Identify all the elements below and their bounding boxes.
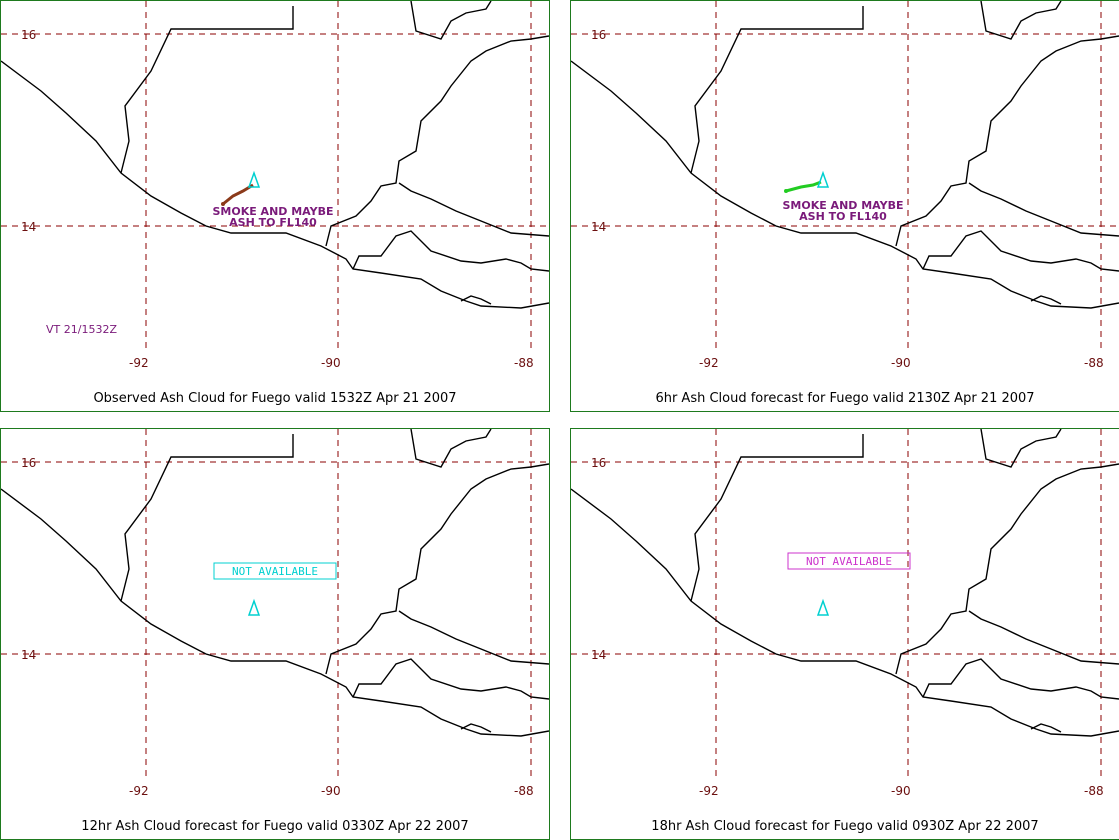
volcano-triangle-icon [816, 598, 830, 616]
lon-label-90: -90 [891, 784, 911, 798]
map-panel-12hr: 16 14 -92 -90 -88 NOT AVAILABLE 12hr Ash… [0, 428, 550, 840]
volcano-triangle-icon [247, 170, 261, 188]
panel-caption: 6hr Ash Cloud forecast for Fuego valid 2… [655, 391, 1035, 406]
ash-plume [784, 180, 822, 193]
lat-label-16: 16 [21, 456, 36, 470]
lon-label-88: -88 [1084, 356, 1104, 370]
lat-label-16: 16 [591, 28, 606, 42]
annotation-line-1: SMOKE AND MAYBE [782, 199, 903, 212]
lat-label-14: 14 [21, 648, 36, 662]
map-panel-6hr: 16 14 -92 -90 -88 SMOKE AND MAYBE ASH TO… [570, 0, 1119, 412]
lon-label-92: -92 [699, 784, 719, 798]
annotation-line-1: SMOKE AND MAYBE [212, 205, 333, 218]
coastline-borders [1, 1, 549, 309]
lon-label-90: -90 [321, 784, 341, 798]
lat-label-16: 16 [21, 28, 36, 42]
panel-caption: Observed Ash Cloud for Fuego valid 1532Z… [93, 391, 457, 406]
map-canvas: 16 14 -92 -90 -88 NOT AVAILABLE [1, 429, 549, 798]
annotation-line-2: ASH TO FL140 [799, 210, 887, 223]
not-available-box [213, 562, 337, 580]
lon-label-92: -92 [129, 784, 149, 798]
ash-plume [221, 183, 254, 206]
lat-label-14: 14 [21, 220, 36, 234]
map-canvas: 16 14 -92 -90 -88 SMOKE AND MAYBE ASH TO… [571, 1, 1119, 370]
map-canvas: 16 14 -92 -90 -88 SMOKE AND MAYBE ASH TO… [1, 1, 549, 370]
lon-label-92: -92 [699, 356, 719, 370]
coastline-borders [571, 429, 1119, 737]
map-panel-18hr: 16 14 -92 -90 -88 NOT AVAILABLE 18hr Ash… [570, 428, 1119, 840]
lon-label-88: -88 [1084, 784, 1104, 798]
lat-label-14: 14 [591, 648, 606, 662]
not-available-label: NOT AVAILABLE [806, 555, 892, 568]
map-canvas: 16 14 -92 -90 -88 NOT AVAILABLE [571, 429, 1119, 798]
lat-label-14: 14 [591, 220, 606, 234]
valid-time-label: VT 21/1532Z [46, 323, 117, 336]
lon-label-88: -88 [514, 784, 534, 798]
volcano-triangle-icon [816, 170, 830, 188]
lon-label-90: -90 [321, 356, 341, 370]
lon-label-88: -88 [514, 356, 534, 370]
coastline-borders [571, 1, 1119, 309]
map-panel-observed: 16 14 -92 -90 -88 SMOKE AND MAYBE ASH TO… [0, 0, 550, 412]
panel-caption: 12hr Ash Cloud forecast for Fuego valid … [81, 819, 469, 834]
volcano-triangle-icon [247, 598, 261, 616]
not-available-box [787, 552, 911, 570]
lon-label-90: -90 [891, 356, 911, 370]
coastline-borders [1, 429, 549, 737]
lat-label-16: 16 [591, 456, 606, 470]
lon-label-92: -92 [129, 356, 149, 370]
annotation-line-2: ASH TO FL140 [229, 216, 317, 229]
not-available-label: NOT AVAILABLE [232, 565, 318, 578]
panel-caption: 18hr Ash Cloud forecast for Fuego valid … [651, 819, 1039, 834]
